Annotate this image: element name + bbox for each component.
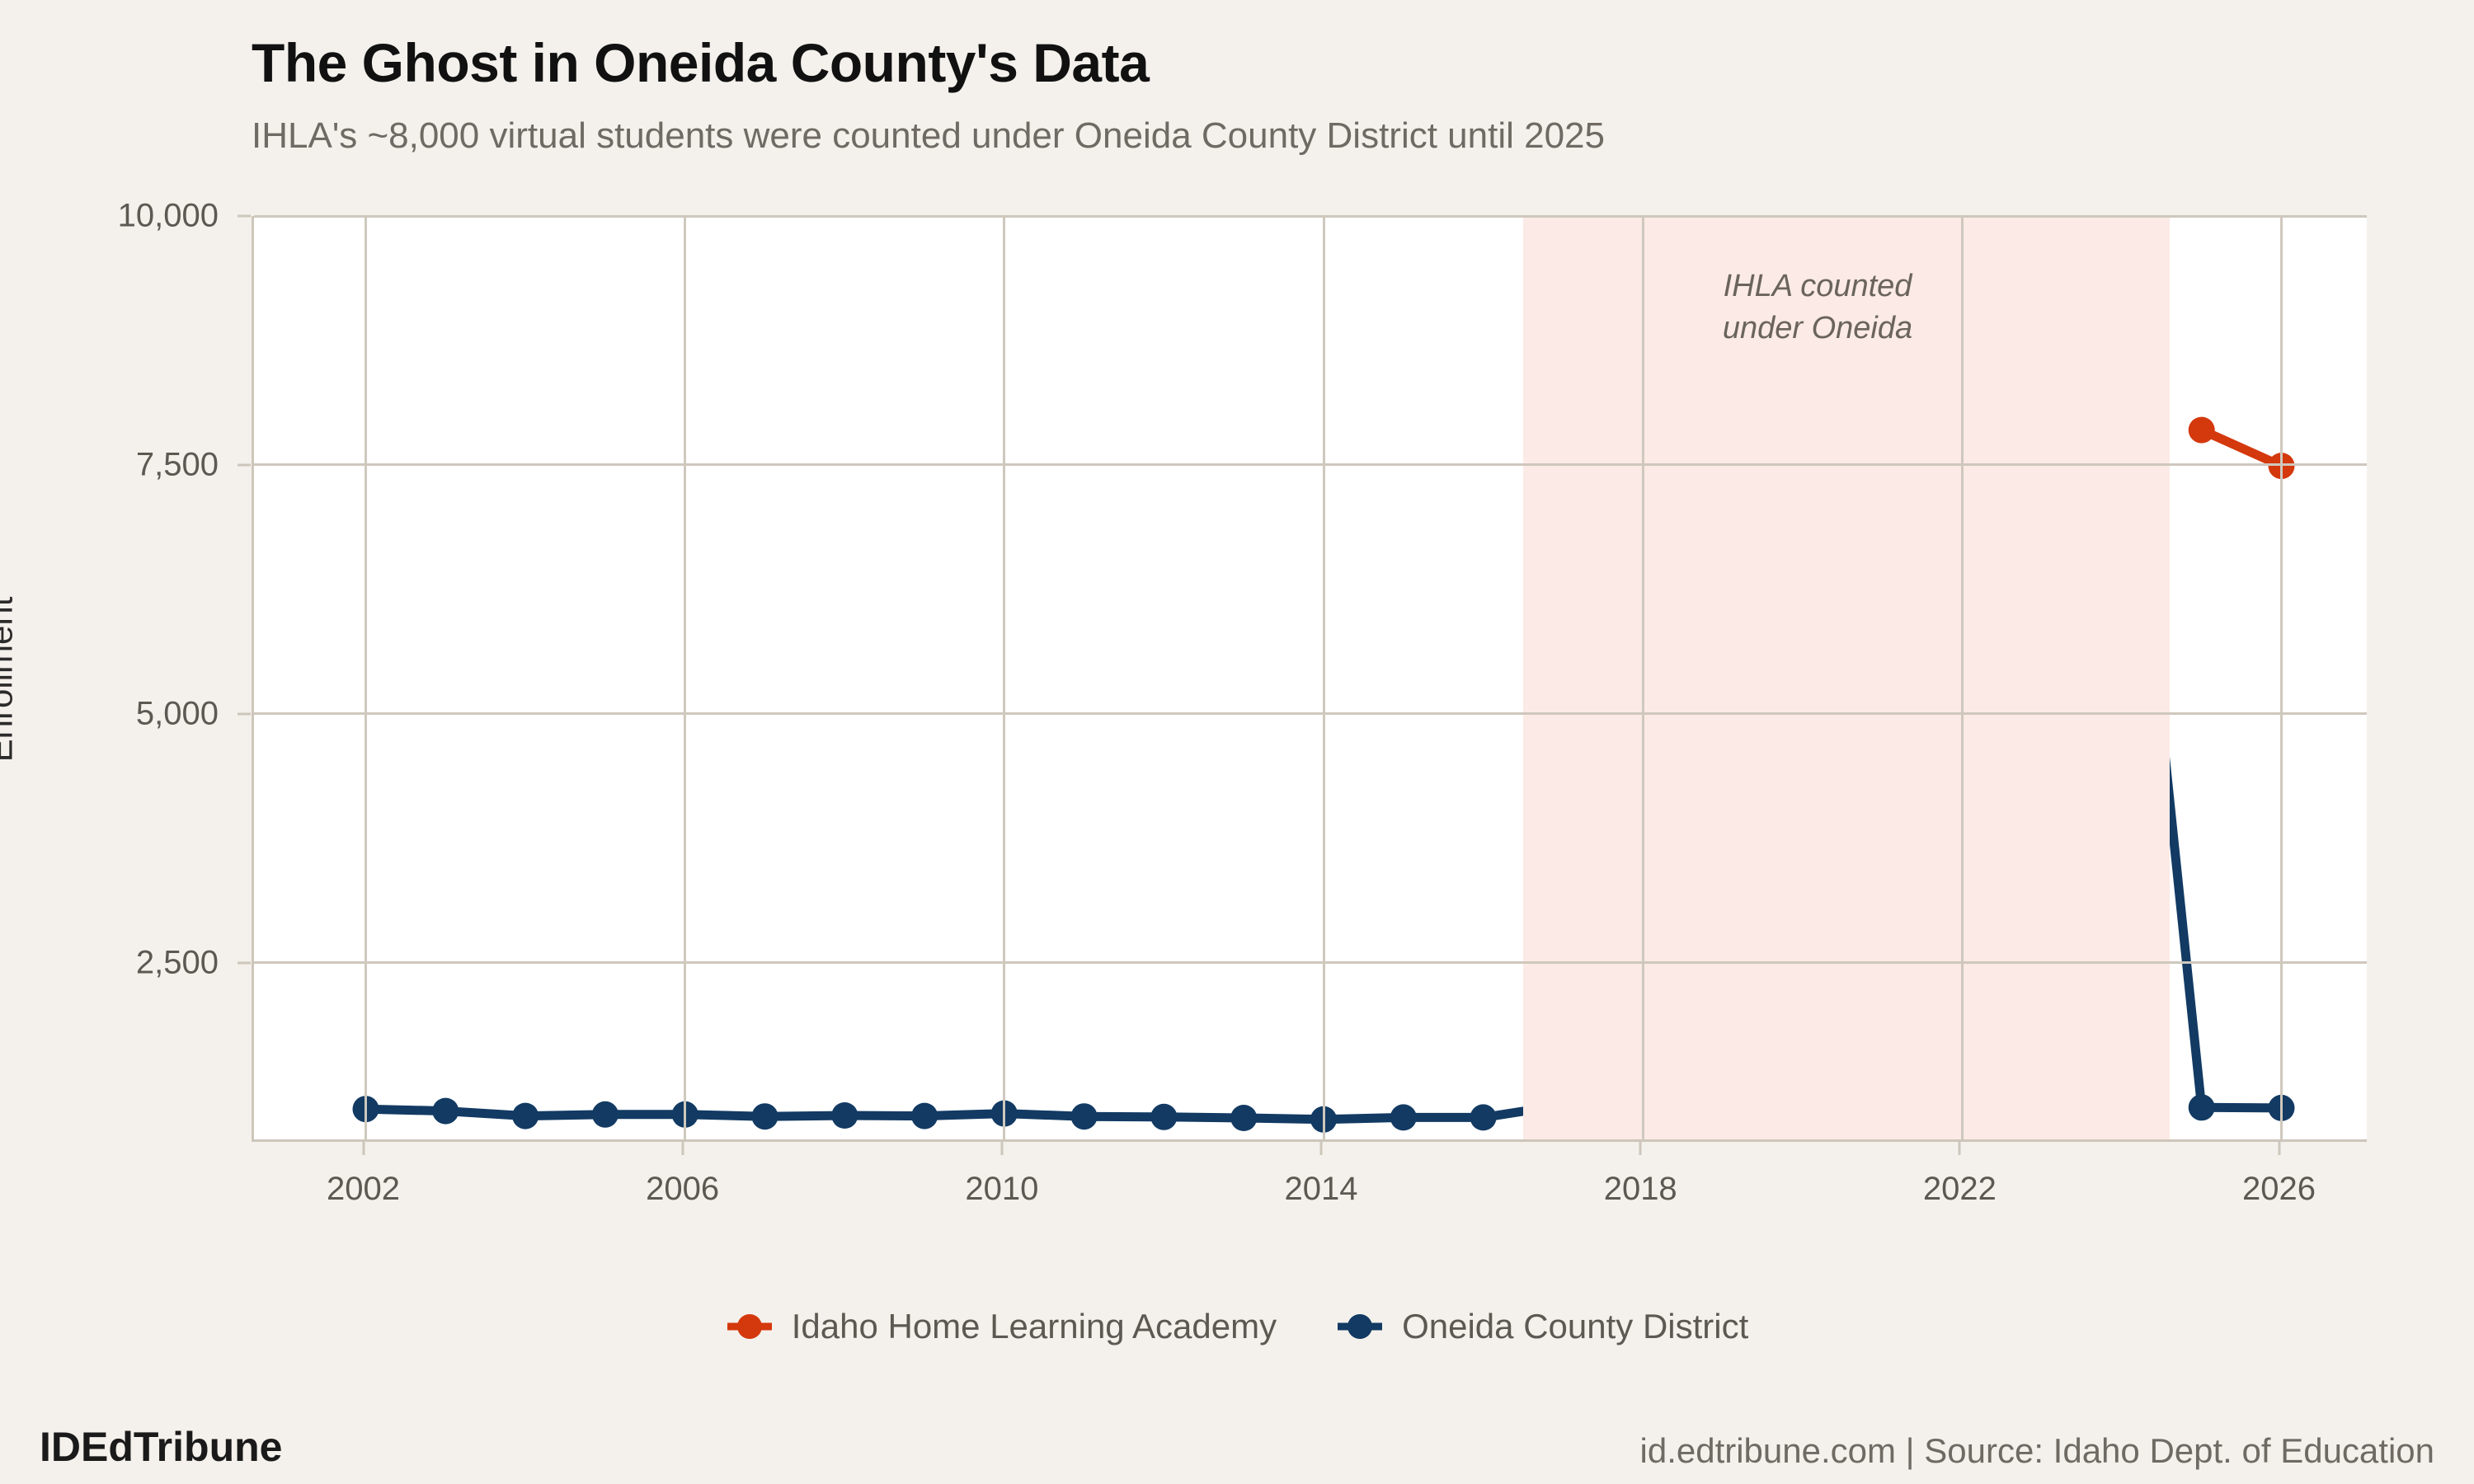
data-point (432, 1097, 459, 1125)
x-tick-label: 2026 (2242, 1171, 2316, 1207)
y-axis-label-holder: Enrollment (0, 216, 99, 1142)
band-annotation: IHLA counted under Oneida (1723, 265, 1912, 350)
brand-wordmark: IDEdTribune (40, 1424, 283, 1470)
highlight-band (1523, 216, 2171, 1139)
chart-legend: Idaho Home Learning Academy Oneida Count… (0, 1307, 2474, 1346)
data-point (2188, 416, 2215, 444)
y-axis-label: Enrollment (0, 596, 20, 762)
data-point (512, 1102, 539, 1129)
gridline-vertical (684, 216, 687, 1139)
gridline-vertical (1960, 216, 1964, 1139)
data-point (1070, 1103, 1098, 1130)
legend-label-ihla: Idaho Home Learning Academy (791, 1307, 1277, 1345)
gridline-vertical (1322, 216, 1325, 1139)
data-point (1150, 1103, 1178, 1130)
x-tick-mark (1000, 1142, 1004, 1155)
data-point (1230, 1105, 1258, 1131)
x-tick-label: 2006 (646, 1171, 720, 1207)
y-tick-mark (238, 463, 251, 467)
gridline-vertical (1641, 216, 1644, 1139)
x-tick-label: 2018 (1603, 1171, 1677, 1207)
gridline-vertical (1003, 216, 1006, 1139)
data-point (911, 1102, 938, 1129)
y-tick-label: 5,000 (135, 695, 219, 732)
plot-area: IHLA counted under Oneida (252, 214, 2367, 1142)
x-tick-label: 2002 (327, 1171, 400, 1207)
x-tick-mark (362, 1142, 365, 1155)
legend-marker-ihla (726, 1311, 774, 1342)
x-tick-label: 2010 (965, 1171, 1039, 1207)
x-tick-mark (1319, 1142, 1323, 1155)
chart-subtitle: IHLA's ~8,000 virtual students were coun… (252, 115, 1605, 156)
y-tick-label: 10,000 (117, 197, 219, 234)
x-tick-mark (681, 1142, 684, 1155)
legend-label-oneida: Oneida County District (1402, 1307, 1749, 1345)
legend-marker-oneida (1336, 1311, 1384, 1342)
gridline-horizontal (254, 463, 2367, 467)
data-point (2188, 1094, 2215, 1121)
gridline-vertical (2280, 216, 2284, 1139)
x-tick-mark (1958, 1142, 1961, 1155)
gridline-horizontal (254, 214, 2367, 218)
x-tick-mark (1639, 1142, 1642, 1155)
x-tick-label: 2022 (1922, 1171, 1997, 1207)
band-annotation-line1: IHLA counted (1723, 269, 1912, 303)
x-tick-mark (2278, 1142, 2281, 1155)
chart-title: The Ghost in Oneida County's Data (252, 32, 1150, 93)
y-tick-mark (238, 712, 251, 716)
y-tick-mark (238, 961, 251, 965)
gridline-vertical (365, 216, 367, 1139)
legend-item-ihla[interactable]: Idaho Home Learning Academy (726, 1307, 1277, 1346)
series-line-ihla (2197, 425, 2286, 471)
data-point (1470, 1104, 1497, 1131)
gridline-horizontal (254, 961, 2367, 965)
data-point (1390, 1104, 1417, 1131)
gridline-horizontal (254, 712, 2367, 716)
legend-item-oneida[interactable]: Oneida County District (1336, 1307, 1748, 1346)
x-tick-label: 2014 (1284, 1171, 1358, 1207)
y-tick-label: 7,500 (135, 446, 219, 483)
source-credit: id.edtribune.com | Source: Idaho Dept. o… (1639, 1431, 2435, 1470)
data-point (751, 1103, 778, 1130)
data-point (591, 1101, 618, 1128)
data-point (831, 1102, 858, 1129)
y-tick-mark (238, 214, 251, 218)
band-annotation-line2: under Oneida (1722, 311, 1913, 346)
y-tick-label: 2,500 (135, 944, 219, 981)
